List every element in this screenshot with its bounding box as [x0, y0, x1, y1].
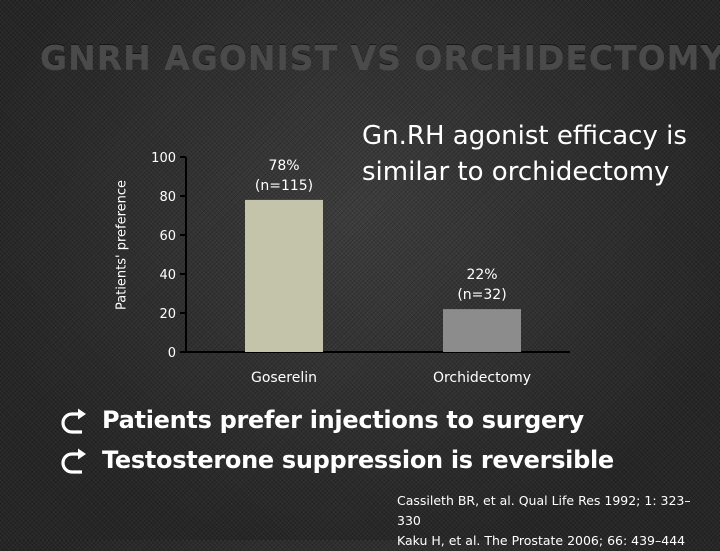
citation-line: 330	[397, 513, 421, 528]
curved-arrow-right-icon	[61, 448, 86, 474]
x-tick-label: Goserelin	[251, 370, 317, 386]
curved-arrow-right-icon	[61, 408, 86, 434]
y-tick-label: 60	[159, 229, 176, 244]
callout-text: Gn.RH agonist efficacy is similar to orc…	[362, 121, 687, 187]
x-tick-label: Orchidectomy	[433, 370, 531, 386]
citation-line: Kaku H, et al. The Prostate 2006; 66: 43…	[397, 533, 686, 548]
citation-line: Cassileth BR, et al. Qual Life Res 1992;…	[397, 493, 691, 508]
bullet-text: Patients prefer injections to surgery	[102, 406, 584, 434]
citation: Cassileth BR, et al. Qual Life Res 1992;…	[397, 491, 707, 551]
y-tick-label: 100	[151, 151, 176, 166]
bar-orchidectomy	[443, 309, 521, 352]
bullet-text: Testosterone suppression is reversible	[102, 446, 614, 474]
data-label: (n=32)	[457, 287, 506, 303]
y-tick-label: 0	[168, 346, 176, 361]
data-label: (n=115)	[255, 178, 313, 194]
y-tick-label: 80	[159, 190, 176, 205]
data-label: 78%	[268, 158, 299, 174]
bar-goserelin	[245, 199, 323, 352]
y-tick-label: 40	[159, 268, 176, 283]
slide-title: GNRH AGONIST VS ORCHIDECTOMY	[40, 38, 720, 77]
data-label: 22%	[466, 267, 497, 283]
y-tick-label: 20	[159, 307, 176, 322]
